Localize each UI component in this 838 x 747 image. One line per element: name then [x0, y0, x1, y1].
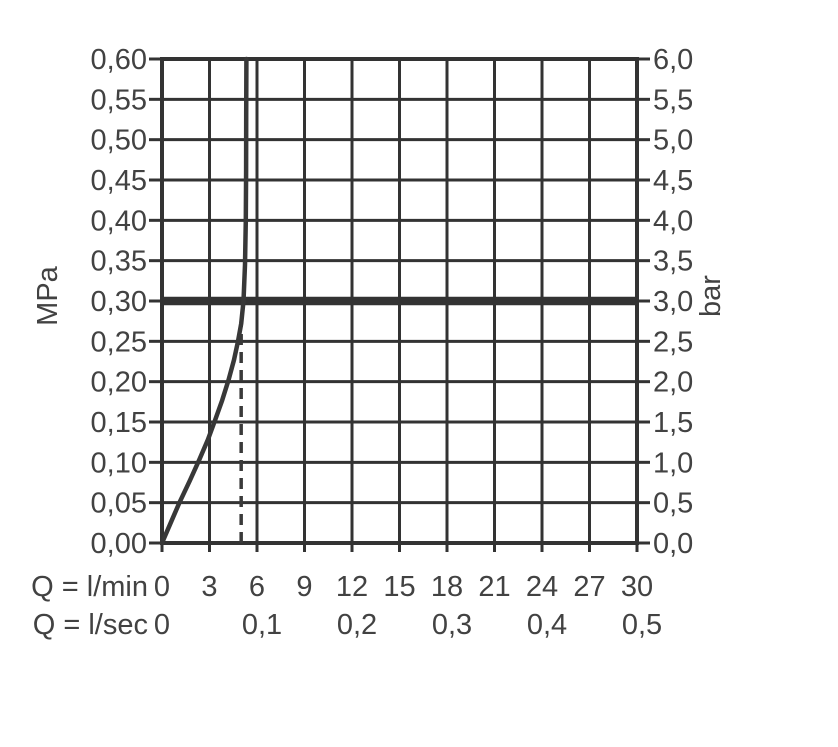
x-axis-lmin-tick-labels: 0 3 6 9 12 15 18 21 24 27 30: [154, 571, 653, 603]
y-left-tick-label: 0,40: [91, 205, 147, 237]
x-axis-lmin-unit-label: Q = l/min: [31, 571, 148, 603]
x-lmin-tick-label: 18: [431, 571, 463, 603]
y-left-tick-label: 0,45: [91, 165, 147, 197]
y-left-tick-label: 0,10: [91, 447, 147, 479]
x-lmin-tick-label: 21: [478, 571, 510, 603]
y-left-tick-label: 0,25: [91, 326, 147, 358]
x-axis-lsec-unit-label: Q = l/sec: [33, 609, 148, 641]
x-lmin-tick-label: 12: [336, 571, 368, 603]
x-axis-lsec-tick-labels: 0 0,1 0,2 0,3 0,4 0,5: [154, 609, 662, 641]
x-lsec-tick-label: 0,1: [242, 609, 282, 641]
y-right-tick-label: 1,0: [653, 447, 693, 479]
y-left-tick-label: 0,60: [91, 44, 147, 76]
y-axis-left-tick-labels: 0,60 0,55 0,50 0,45 0,40 0,35 0,30 0,25 0,20 0,15…: [91, 44, 147, 560]
y-left-tick-label: 0,05: [91, 488, 147, 520]
x-lsec-tick-label: 0: [154, 609, 170, 641]
y-right-tick-label: 6,0: [653, 44, 693, 76]
y-right-tick-label: 4,5: [653, 165, 693, 197]
x-lsec-tick-label: 0,3: [432, 609, 472, 641]
x-lmin-tick-label: 3: [201, 571, 217, 603]
y-right-tick-label: 1,5: [653, 407, 693, 439]
x-lmin-tick-label: 27: [573, 571, 605, 603]
x-lsec-tick-label: 0,5: [622, 609, 662, 641]
x-lmin-tick-label: 24: [526, 571, 558, 603]
x-lmin-tick-label: 15: [383, 571, 415, 603]
x-lsec-tick-label: 0,2: [337, 609, 377, 641]
x-lmin-tick-label: 30: [621, 571, 653, 603]
y-axis-right-tick-labels: 6,0 5,5 5,0 4,5 4,0 3,5 3,0 2,5 2,0 1,5 1,0 0,5 0,0: [653, 44, 693, 560]
y-left-tick-label: 0,00: [91, 528, 147, 560]
y-right-tick-label: 4,0: [653, 205, 693, 237]
x-lsec-tick-label: 0,4: [527, 609, 567, 641]
y-left-tick-label: 0,15: [91, 407, 147, 439]
x-lmin-tick-label: 0: [154, 571, 170, 603]
y-left-tick-label: 0,30: [91, 286, 147, 318]
y-right-tick-label: 5,5: [653, 84, 693, 116]
y-right-tick-label: 2,0: [653, 367, 693, 399]
y-left-tick-label: 0,50: [91, 125, 147, 157]
y-right-tick-label: 2,5: [653, 326, 693, 358]
y-right-tick-label: 3,5: [653, 246, 693, 278]
y-left-tick-label: 0,20: [91, 367, 147, 399]
y-left-tick-label: 0,35: [91, 246, 147, 278]
x-lmin-tick-label: 6: [249, 571, 265, 603]
y-axis-right-unit-label: bar: [695, 275, 727, 317]
y-right-tick-label: 3,0: [653, 286, 693, 318]
x-lmin-tick-label: 9: [296, 571, 312, 603]
y-left-tick-label: 0,55: [91, 84, 147, 116]
axis-tick-marks: [149, 57, 650, 552]
y-right-tick-label: 5,0: [653, 125, 693, 157]
y-right-tick-label: 0,5: [653, 488, 693, 520]
y-right-tick-label: 0,0: [653, 528, 693, 560]
y-axis-left-unit-label: MPa: [32, 265, 64, 326]
pressure-flow-chart: 0,600,550,500,450,400,350,300,250,200,15…: [31, 44, 727, 641]
flow-pressure-curve: [159, 56, 249, 546]
